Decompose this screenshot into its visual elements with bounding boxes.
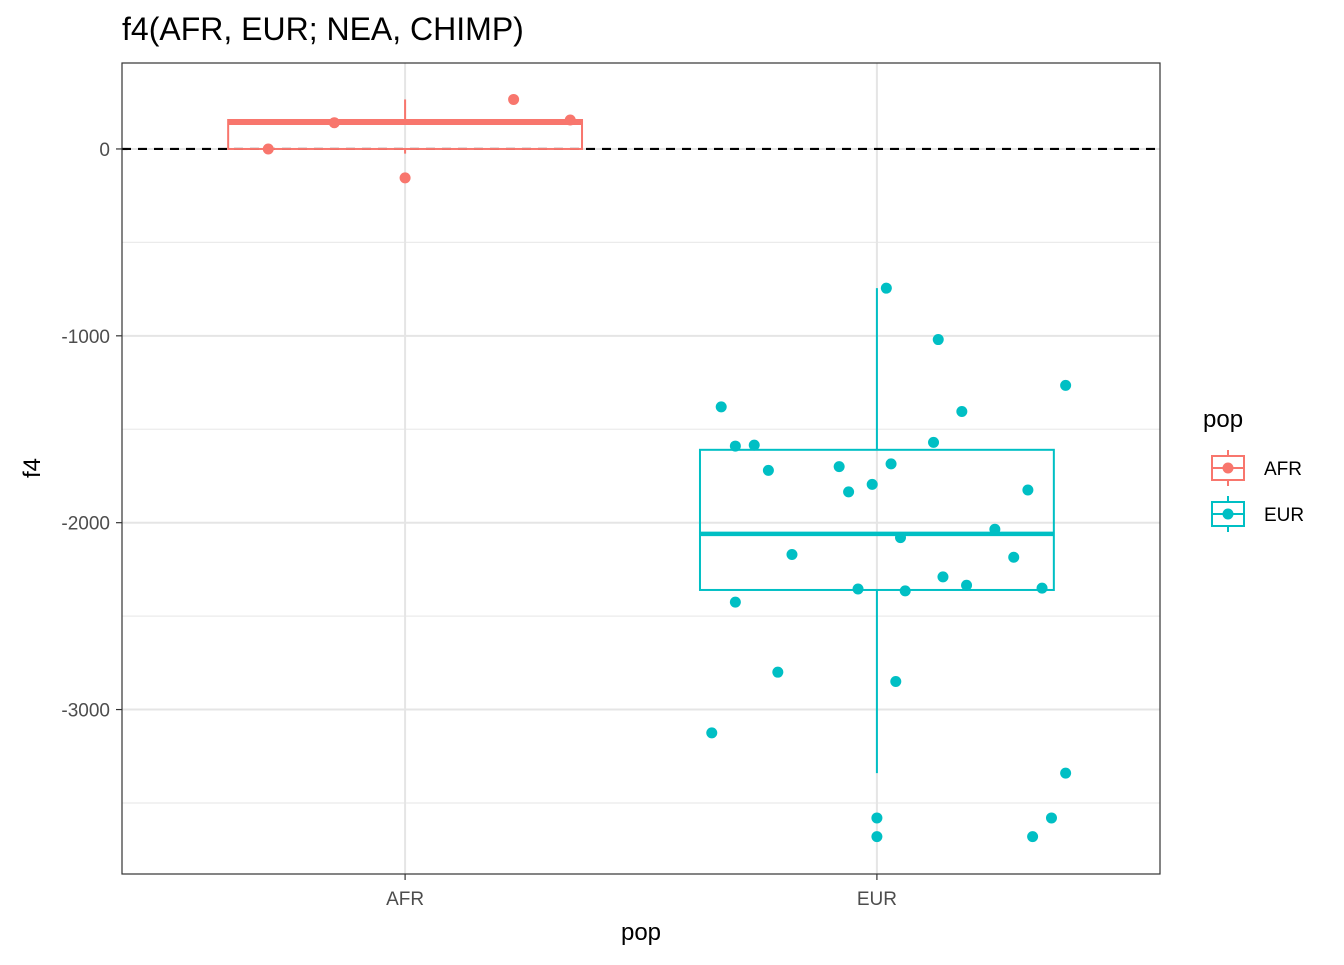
data-point-eur bbox=[871, 812, 883, 824]
legend-items: AFR EUR bbox=[1211, 450, 1304, 532]
data-point-eur bbox=[989, 523, 1001, 535]
x-axis-title: pop bbox=[621, 919, 661, 946]
legend: pop AFR EUR bbox=[1203, 406, 1304, 532]
data-point-eur bbox=[899, 585, 911, 597]
legend-label-eur: EUR bbox=[1264, 505, 1304, 526]
data-point-eur bbox=[961, 579, 973, 591]
y-axis-title: f4 bbox=[19, 458, 46, 478]
data-point-eur bbox=[1008, 551, 1020, 563]
data-point-eur bbox=[1060, 379, 1072, 391]
data-point-eur bbox=[880, 282, 892, 294]
data-point-eur bbox=[1045, 812, 1057, 824]
data-point-afr bbox=[508, 93, 520, 105]
data-point-afr bbox=[399, 172, 411, 184]
y-tick-label: -1000 bbox=[61, 327, 110, 348]
axis-layer: 0 -1000 -2000 -3000 AFR EUR bbox=[61, 140, 897, 910]
data-point-eur bbox=[762, 464, 774, 476]
data-point-eur bbox=[772, 666, 784, 678]
data-point-afr bbox=[262, 143, 274, 155]
y-tick-label: -2000 bbox=[61, 514, 110, 535]
data-point-eur bbox=[871, 831, 883, 843]
grid-layer bbox=[122, 63, 1160, 874]
y-tick-label: -3000 bbox=[61, 701, 110, 722]
data-point-eur bbox=[852, 583, 864, 595]
data-point-afr bbox=[328, 117, 340, 129]
data-point-eur bbox=[843, 486, 855, 498]
data-point-eur bbox=[729, 440, 741, 452]
legend-key-point-eur bbox=[1222, 508, 1234, 520]
data-point-eur bbox=[706, 727, 718, 739]
data-point-eur bbox=[1027, 831, 1039, 843]
box-afr bbox=[227, 118, 584, 150]
data-point-eur bbox=[729, 596, 741, 608]
data-point-eur bbox=[932, 334, 944, 346]
data-point-eur bbox=[866, 478, 878, 490]
data-point-eur bbox=[715, 401, 727, 413]
data-point-eur bbox=[895, 532, 906, 544]
chart-title: f4(AFR, EUR; NEA, CHIMP) bbox=[122, 11, 524, 47]
x-tick-label: EUR bbox=[857, 889, 897, 910]
data-point-eur bbox=[956, 406, 968, 418]
data-point-eur bbox=[890, 676, 902, 688]
data-point-eur bbox=[928, 436, 940, 448]
point-layer bbox=[262, 93, 1072, 843]
y-tick-label: 0 bbox=[99, 140, 110, 161]
box-eur bbox=[698, 448, 1055, 591]
x-tick-label: AFR bbox=[386, 889, 424, 910]
data-point-eur bbox=[885, 458, 897, 470]
data-point-eur bbox=[786, 548, 798, 560]
data-point-eur bbox=[1036, 582, 1048, 594]
data-point-eur bbox=[1022, 484, 1034, 496]
legend-label-afr: AFR bbox=[1264, 459, 1302, 480]
data-point-eur bbox=[748, 439, 760, 451]
legend-key-point-afr bbox=[1222, 462, 1234, 474]
data-point-afr bbox=[564, 114, 576, 126]
plot-panel-border bbox=[121, 62, 1161, 875]
legend-title: pop bbox=[1203, 406, 1243, 433]
data-point-eur bbox=[1060, 767, 1072, 779]
data-point-eur bbox=[833, 461, 845, 473]
data-point-eur bbox=[937, 571, 949, 583]
box-layer bbox=[227, 99, 1055, 774]
